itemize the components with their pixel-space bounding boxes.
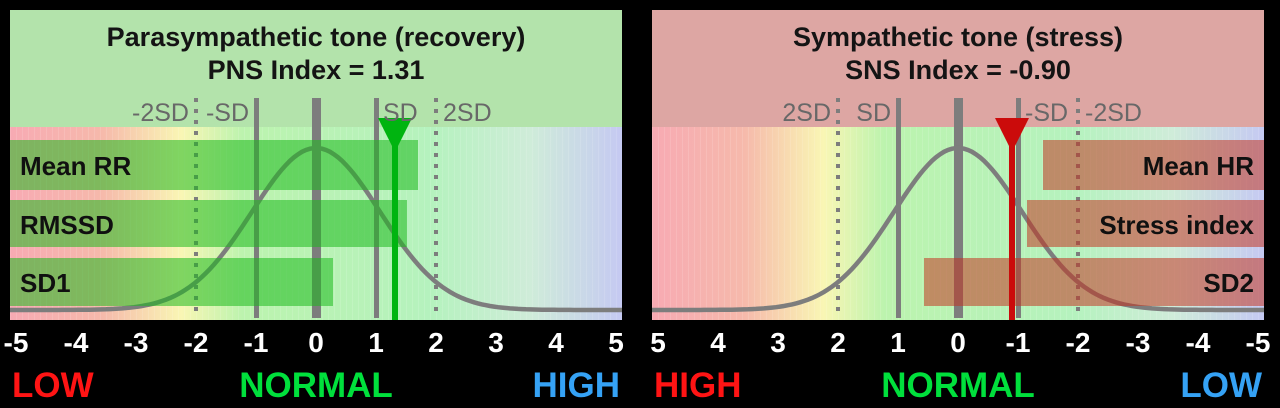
metric-bar-label: RMSSD [20, 209, 114, 240]
index-marker-line [1009, 130, 1015, 320]
axis-tick: -3 [1125, 327, 1151, 358]
axis-tick: -5 [1245, 327, 1271, 358]
metric-bar-sd1 [10, 258, 333, 306]
sns-axis-row: 5 4 3 2 1 0 -1 -2 -3 -4 -5 [650, 322, 1270, 364]
sd-line-dotted [836, 98, 840, 318]
sns-panel: Sympathetic tone (stress) SNS Index = -0… [650, 10, 1270, 408]
metric-bar-label: Mean HR [1142, 151, 1254, 181]
metric-bar-label: SD1 [20, 268, 71, 298]
metric-bar-label: Stress index [1099, 209, 1254, 240]
axis-tick: -2 [1065, 327, 1091, 358]
zone-label-high: HIGH [532, 366, 621, 405]
distribution-curve [652, 145, 1264, 313]
sns-panel-box: Sympathetic tone (stress) SNS Index = -0… [652, 10, 1264, 320]
sns-index-readout: SNS Index = -0.90 [845, 55, 1071, 85]
zone-label-normal: NORMAL [239, 366, 393, 405]
metric-bar-rmssd [10, 200, 408, 247]
sd-line-dotted [434, 98, 438, 318]
pns-axis-row: -5 -4 -3 -2 -1 0 1 2 3 4 5 [4, 322, 624, 364]
sd-label: 2SD [443, 99, 492, 127]
zone-label-low: LOW [1180, 366, 1262, 405]
zone-label-normal: NORMAL [881, 366, 1035, 405]
metric-bar-mean-hr [1043, 140, 1264, 190]
metric-bar-mean-rr [10, 140, 418, 190]
zone-label-high: HIGH [654, 366, 742, 405]
index-marker-triangle [377, 118, 412, 152]
sd-label: -SD [1025, 99, 1069, 127]
pns-panel-title: Parasympathetic tone (recovery) [106, 22, 526, 52]
metric-bar-label: Mean RR [20, 151, 132, 181]
axis-tick: -4 [63, 327, 89, 358]
axis-tick: 4 [710, 327, 726, 358]
axis-tick: 5 [650, 327, 666, 358]
sd-label: SD [383, 99, 418, 127]
sd-label: -2SD [132, 99, 189, 127]
axis-tick: 2 [428, 327, 444, 358]
metric-bar-stress-index [1027, 200, 1264, 247]
sd-label: -SD [205, 99, 249, 127]
axis-tick: -4 [1185, 327, 1211, 358]
axis-tick: 4 [548, 327, 564, 358]
axis-tick: 1 [890, 327, 906, 358]
metric-bar-label: SD2 [1203, 268, 1254, 298]
pns-zone-row: LOW NORMAL HIGH [10, 364, 622, 408]
sd-label: -2SD [1085, 99, 1142, 127]
sns-zone-row: HIGH NORMAL LOW [652, 364, 1264, 408]
mean-line [953, 98, 963, 318]
axis-tick: 3 [770, 327, 786, 358]
axis-tick: 5 [608, 327, 624, 358]
axis-tick: 0 [308, 327, 324, 358]
metric-bar-sd2 [923, 258, 1264, 306]
index-marker-triangle [995, 118, 1029, 152]
pns-panel: Parasympathetic tone (recovery) PNS Inde… [4, 10, 624, 408]
axis-tick: 2 [830, 327, 846, 358]
axis-tick: -1 [1005, 327, 1031, 358]
axis-tick: 1 [368, 327, 384, 358]
sd-label: 2SD [782, 99, 831, 127]
pns-index-readout: PNS Index = 1.31 [207, 55, 425, 85]
index-marker-line [391, 130, 398, 320]
sd-label: SD [856, 99, 891, 127]
sns-panel-title: Sympathetic tone (stress) [792, 22, 1124, 52]
zone-label-low: LOW [12, 366, 94, 405]
axis-tick: -5 [3, 327, 29, 358]
axis-tick: -1 [243, 327, 269, 358]
axis-tick: 0 [950, 327, 966, 358]
axis-tick: -3 [123, 327, 149, 358]
pns-panel-box: Parasympathetic tone (recovery) PNS Inde… [10, 10, 622, 320]
axis-tick: 3 [488, 327, 504, 358]
axis-tick: -2 [183, 327, 209, 358]
